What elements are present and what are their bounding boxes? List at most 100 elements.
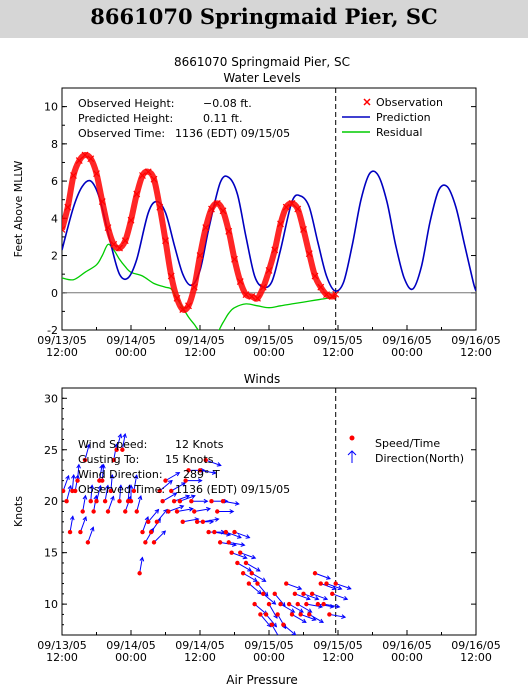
wind-speed-point [166,509,171,514]
wind-direction-arrowhead [109,473,115,479]
wind-direction-arrowhead [69,515,75,521]
wind-speed-point [312,571,318,576]
water-levels-y-label: Feet Above MLLW [12,161,25,258]
wind-direction-arrowhead [311,616,317,621]
wind-speed-point [88,499,93,504]
wind-speed-point [80,509,85,514]
observation-point [277,220,284,228]
wind-speed-point [180,519,185,524]
water-levels-station-title: 8661070 Springmaid Pier, SC [174,55,350,69]
wind-speed-point [272,591,277,597]
observation-point [81,151,89,159]
wind-direction-arrowhead [291,631,297,635]
wind-direction-arrowhead [337,585,343,591]
wind-direction-arrowhead [234,501,240,506]
winds-chart: Winds101520253009/13/0512:0009/14/0500:0… [12,372,501,664]
wind-direction-arrow [173,495,190,502]
wind-speed-point [292,591,298,597]
wind-direction-arrow [222,500,239,505]
wind-speed-point [91,509,96,514]
winds-y-tick-label: 30 [44,392,58,405]
winds-y-tick-label: 20 [44,495,58,508]
wind-direction-arrowhead [214,517,220,522]
wind-direction-arrow [297,603,312,613]
water-levels-y-tick-label: 4 [51,212,58,225]
wind-direction-arrow [110,474,113,491]
wind-direction-arrowhead [137,494,143,501]
wind-direction-arrow [329,613,346,618]
wind-direction-arrow [240,552,256,559]
wind-speed-label: Wind Speed: [78,438,147,451]
wind-speed-point [324,581,329,586]
observation-point [87,155,95,163]
wind-direction-arrow [96,485,102,502]
legend-speed-symbol [349,435,355,441]
observation-point [265,267,273,274]
water-levels-y-tick-label: -2 [47,324,58,337]
wind-speed-point [120,447,125,452]
observation-point [110,240,118,248]
wind-direction-arrowhead [290,608,296,613]
wind-speed-point [232,529,237,535]
wind-direction-arrowhead [236,534,242,539]
wind-speed-point [295,601,300,607]
wind-direction-arrowhead [341,614,347,619]
wind-speed-point [255,581,260,586]
water-levels-x-tick-time: 12:00 [322,346,354,359]
observation-point [139,172,146,179]
wind-direction-arrowhead [301,618,307,623]
water-levels-x-tick-time: 12:00 [184,346,216,359]
observation-point [98,198,106,205]
observation-point [162,237,169,245]
water-levels-y-tick-label: 2 [51,250,58,263]
wind-direction-arrow [101,464,105,481]
wind-direction-arrow [182,518,199,523]
wind-speed-point [200,519,206,524]
wind-direction-arrowhead [105,484,110,490]
wind-direction-arrowhead [139,556,145,562]
wind-speed-point [217,540,223,545]
wind-direction-arrowhead [216,462,222,467]
wind-direction-arrow [93,495,97,512]
wind-direction-arrow [156,509,168,523]
observation-point [116,244,123,252]
water-levels-y-tick-label: 10 [44,101,58,114]
observation-point [282,203,290,211]
wind-speed-point [284,581,289,586]
wind-direction-arrow [251,572,266,582]
wind-speed-point [114,447,119,452]
observation-point [288,199,296,207]
observation-point [294,205,302,213]
wind-speed-point [85,540,91,545]
legend-prediction-label: Prediction [376,111,431,124]
observed-height-label: Observed Height: [78,97,175,110]
observation-point [121,237,129,245]
wind-direction-arrowhead [100,463,106,469]
wind-speed-point [137,571,142,576]
wind-speed-point [131,488,137,494]
water-levels-title: Water Levels [223,71,300,85]
wind-direction-arrowhead [297,585,303,591]
winds-x-tick-time: 12:00 [460,651,492,664]
wind-speed-point [258,612,263,617]
observed-time-label: Observed Time: [78,127,165,140]
wind-speed-point [315,601,321,607]
wind-direction-arrowhead [326,575,331,580]
wind-direction-arrow [335,583,351,590]
prediction-series-line [62,170,476,292]
wind-speed-point [243,560,249,566]
legend-direction-arrowhead [347,450,357,456]
wind-direction-arrowhead [245,534,251,539]
wind-speed-point [123,509,128,514]
wind-direction-arrow [142,516,149,533]
wind-speed-point [108,488,114,494]
observation-point [156,203,164,211]
wind-direction-arrow [288,603,304,613]
wind-direction-arrowhead [172,492,178,497]
observation-point [254,294,261,302]
wind-direction-arrow [265,614,277,627]
winds-x-tick-time: 00:00 [115,651,147,664]
observation-point [127,216,135,224]
wind-direction-arrowhead [261,577,267,582]
wind-direction-arrow [280,603,295,613]
